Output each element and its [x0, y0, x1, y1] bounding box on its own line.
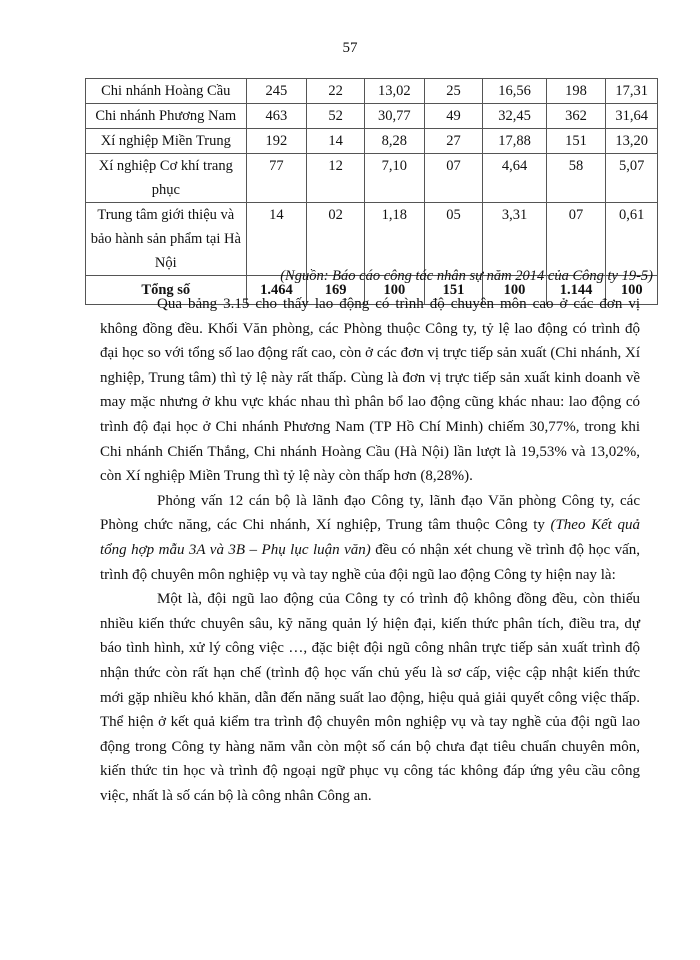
table-cell: 14 — [306, 128, 365, 154]
table-cell: 1,18 — [363, 202, 425, 276]
table-cell: 52 — [306, 103, 365, 129]
paragraph: Qua bảng 3.15 cho thấy lao động có trình… — [100, 296, 640, 485]
table-cell: 3,31 — [482, 202, 547, 276]
table-cell: 27 — [423, 128, 484, 154]
table-cell: 49 — [423, 103, 484, 129]
table-cell: 0,61 — [605, 202, 658, 276]
row-label: Tổng số — [85, 275, 247, 305]
table-cell: 198 — [545, 78, 607, 104]
table-cell: 32,45 — [482, 103, 547, 129]
table-cell: 07 — [423, 153, 484, 203]
table-cell: 31,64 — [605, 103, 658, 129]
table-cell: 100 — [482, 275, 547, 305]
table-cell: 12 — [306, 153, 365, 203]
row-label: Xí nghiệp Cơ khí trang phục — [85, 153, 247, 203]
table-row: Chi nhánh Hoàng Cầu 245 22 13,02 25 16,56 198 1… — [85, 78, 658, 104]
row-label: Chi nhánh Phương Nam — [85, 103, 247, 129]
table-cell: 4,64 — [482, 153, 547, 203]
table-cell: 100 — [605, 275, 658, 305]
table-cell: 463 — [245, 103, 308, 129]
table-cell: 07 — [545, 202, 607, 276]
table-row: Trung tâm giới thiệu và bảo hành sản phẩ… — [85, 202, 658, 276]
table-cell: 169 — [306, 275, 365, 305]
total-row: Tổng số 1.464 169 100 151 100 1.144 100 — [85, 275, 658, 305]
table-cell: 192 — [245, 128, 308, 154]
table-cell: 13,02 — [363, 78, 425, 104]
table-cell: 17,88 — [482, 128, 547, 154]
row-label: Chi nhánh Hoàng Cầu — [85, 78, 247, 104]
table-cell: 30,77 — [363, 103, 425, 129]
reference: (Theo Kết quả tổng hợp mẫu 3A và 3B – Ph… — [100, 517, 640, 558]
row-label: Xí nghiệp Miền Trung — [85, 128, 247, 154]
paragraph: Một là, đội ngũ lao động của Công ty có … — [100, 591, 640, 804]
table-cell: 7,10 — [363, 153, 425, 203]
table-cell: 100 — [363, 275, 425, 305]
table-row: Xí nghiệp Cơ khí trang phục 77 12 7,10 07 4,6… — [85, 153, 658, 203]
table-cell: 151 — [545, 128, 607, 154]
table-cell: 245 — [245, 78, 308, 104]
table-cell: 77 — [245, 153, 308, 203]
paragraph: Phỏng vấn 12 cán bộ là lãnh đạo Công ty,… — [100, 489, 640, 587]
table-cell: 25 — [423, 78, 484, 104]
table-cell: 1.144 — [545, 275, 607, 305]
table-cell: 151 — [423, 275, 484, 305]
table-cell: 05 — [423, 202, 484, 276]
table-source: (Nguồn: Báo cáo công tác nhân sự năm 201… — [280, 268, 653, 284]
text: Phỏng vấn 12 cán bộ là lãnh đạo Công ty,… — [100, 492, 640, 534]
table-cell: 22 — [306, 78, 365, 104]
row-label: Trung tâm giới thiệu và bảo hành sản phẩ… — [85, 202, 247, 276]
table-cell: 14 — [245, 202, 308, 276]
table-cell: 16,56 — [482, 78, 547, 104]
table-cell: 8,28 — [363, 128, 425, 154]
table-cell: 362 — [545, 103, 607, 129]
table-cell: 17,31 — [605, 78, 658, 104]
table-cell: 5,07 — [605, 153, 658, 203]
table-row: Xí nghiệp Miền Trung 192 14 8,28 27 17,88 151 1… — [85, 128, 658, 154]
page-number: 57 — [342, 40, 358, 56]
body-text: Qua bảng 3.15 cho thấy lao động có trình… — [100, 292, 640, 808]
table-row: Chi nhánh Phương Nam 463 52 30,77 49 32,45 362… — [85, 103, 658, 129]
table-cell: 58 — [545, 153, 607, 203]
text: đều có nhận xét chung về trình độ học vấ… — [100, 541, 641, 583]
staff-table: Chi nhánh Hoàng Cầu 245 22 13,02 25 16,56 198 1… — [85, 78, 658, 305]
table-cell: 02 — [306, 202, 365, 276]
table-cell: 13,20 — [605, 128, 658, 154]
table-cell: 1.464 — [245, 275, 308, 305]
